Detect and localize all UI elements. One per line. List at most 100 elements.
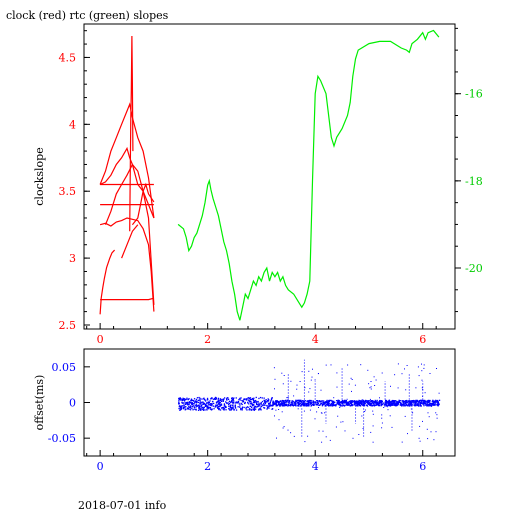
offset-point <box>397 387 399 389</box>
offset-point <box>322 401 324 404</box>
offset-point <box>425 401 427 403</box>
offset-point <box>245 399 248 401</box>
offset-point <box>364 400 366 403</box>
offset-point <box>320 412 322 414</box>
offset-point <box>188 404 190 406</box>
offset-point <box>323 400 325 402</box>
offset-point <box>339 401 341 404</box>
offset-point <box>241 409 243 411</box>
offset-point <box>429 402 431 404</box>
offset-point <box>292 402 294 404</box>
offset-point <box>199 403 202 405</box>
offset-point <box>251 403 253 405</box>
offset-point <box>199 398 201 401</box>
offset-point <box>391 404 393 406</box>
offset-point <box>420 401 423 403</box>
offset-point <box>327 404 329 406</box>
offset-point <box>312 400 314 402</box>
offset-point <box>277 400 280 403</box>
offset-point <box>192 409 194 411</box>
offset-point <box>332 402 335 405</box>
offset-point <box>309 388 311 390</box>
offset-point <box>219 398 221 400</box>
offset-point <box>187 403 189 406</box>
offset-point <box>430 404 432 407</box>
offset-point <box>279 404 281 406</box>
offset-point <box>429 400 431 403</box>
offset-point <box>239 406 241 408</box>
offset-point <box>311 403 314 406</box>
offset-point <box>219 399 222 402</box>
offset-point <box>187 402 189 404</box>
offset-point <box>403 403 405 405</box>
offset-point <box>190 402 192 404</box>
offset-point <box>297 404 299 407</box>
offset-point <box>206 409 208 411</box>
offset-point <box>377 403 379 405</box>
offset-point <box>395 403 397 405</box>
offset-point <box>276 401 278 403</box>
offset-point <box>325 364 327 366</box>
offset-point <box>245 408 247 410</box>
offset-point <box>225 409 227 411</box>
offset-point <box>318 404 320 406</box>
offset-point <box>302 400 304 402</box>
offset-point <box>373 403 375 405</box>
offset-point <box>407 400 409 402</box>
offset-point <box>207 407 210 409</box>
offset-point <box>433 404 435 406</box>
offset-point <box>297 400 299 402</box>
offset-point <box>370 388 372 390</box>
offset-point <box>305 405 307 407</box>
offset-point <box>345 400 347 402</box>
offset-point <box>193 408 195 410</box>
offset-point <box>308 370 310 372</box>
offset-point <box>418 400 420 403</box>
offset-point <box>316 403 318 405</box>
offset-point <box>354 402 356 404</box>
offset-point <box>239 399 241 401</box>
offset-point <box>279 402 281 404</box>
offset-point <box>298 403 301 405</box>
offset-point <box>435 431 437 433</box>
offset-point <box>424 402 427 405</box>
offset-point <box>367 403 370 405</box>
offset-point <box>215 398 217 400</box>
offset-point <box>427 412 429 414</box>
offset-point <box>408 403 410 405</box>
offset-point <box>196 400 198 402</box>
offset-point <box>200 401 202 403</box>
offset-point <box>193 400 195 402</box>
offset-point <box>178 407 180 410</box>
offset-point <box>268 399 270 401</box>
offset-point <box>403 404 405 406</box>
offset-point <box>199 408 201 410</box>
offset-point <box>293 435 295 437</box>
offset-point <box>421 399 423 402</box>
offset-point <box>282 401 284 403</box>
offset-point <box>253 407 256 409</box>
offset-point <box>250 405 252 407</box>
chart-title: clock (red) rtc (green) slopes <box>6 9 169 22</box>
offset-point <box>404 404 406 406</box>
offset-point <box>331 401 334 403</box>
offset-point <box>392 401 395 403</box>
offset-point <box>233 409 235 411</box>
offset-point <box>206 407 208 409</box>
offset-point <box>374 399 376 402</box>
offset-point <box>222 408 224 410</box>
offset-point <box>434 403 436 405</box>
offset-point <box>327 402 329 404</box>
offset-point <box>211 397 213 399</box>
offset-point <box>426 405 428 407</box>
offset-point <box>270 399 273 401</box>
offset-point <box>181 407 183 410</box>
offset-point <box>344 401 347 404</box>
offset-point <box>313 403 315 406</box>
offset-point <box>424 392 426 394</box>
offset-point <box>298 402 300 404</box>
offset-point <box>178 400 180 402</box>
offset-point <box>202 409 205 411</box>
offset-point <box>256 403 258 406</box>
offset-point <box>188 401 190 403</box>
